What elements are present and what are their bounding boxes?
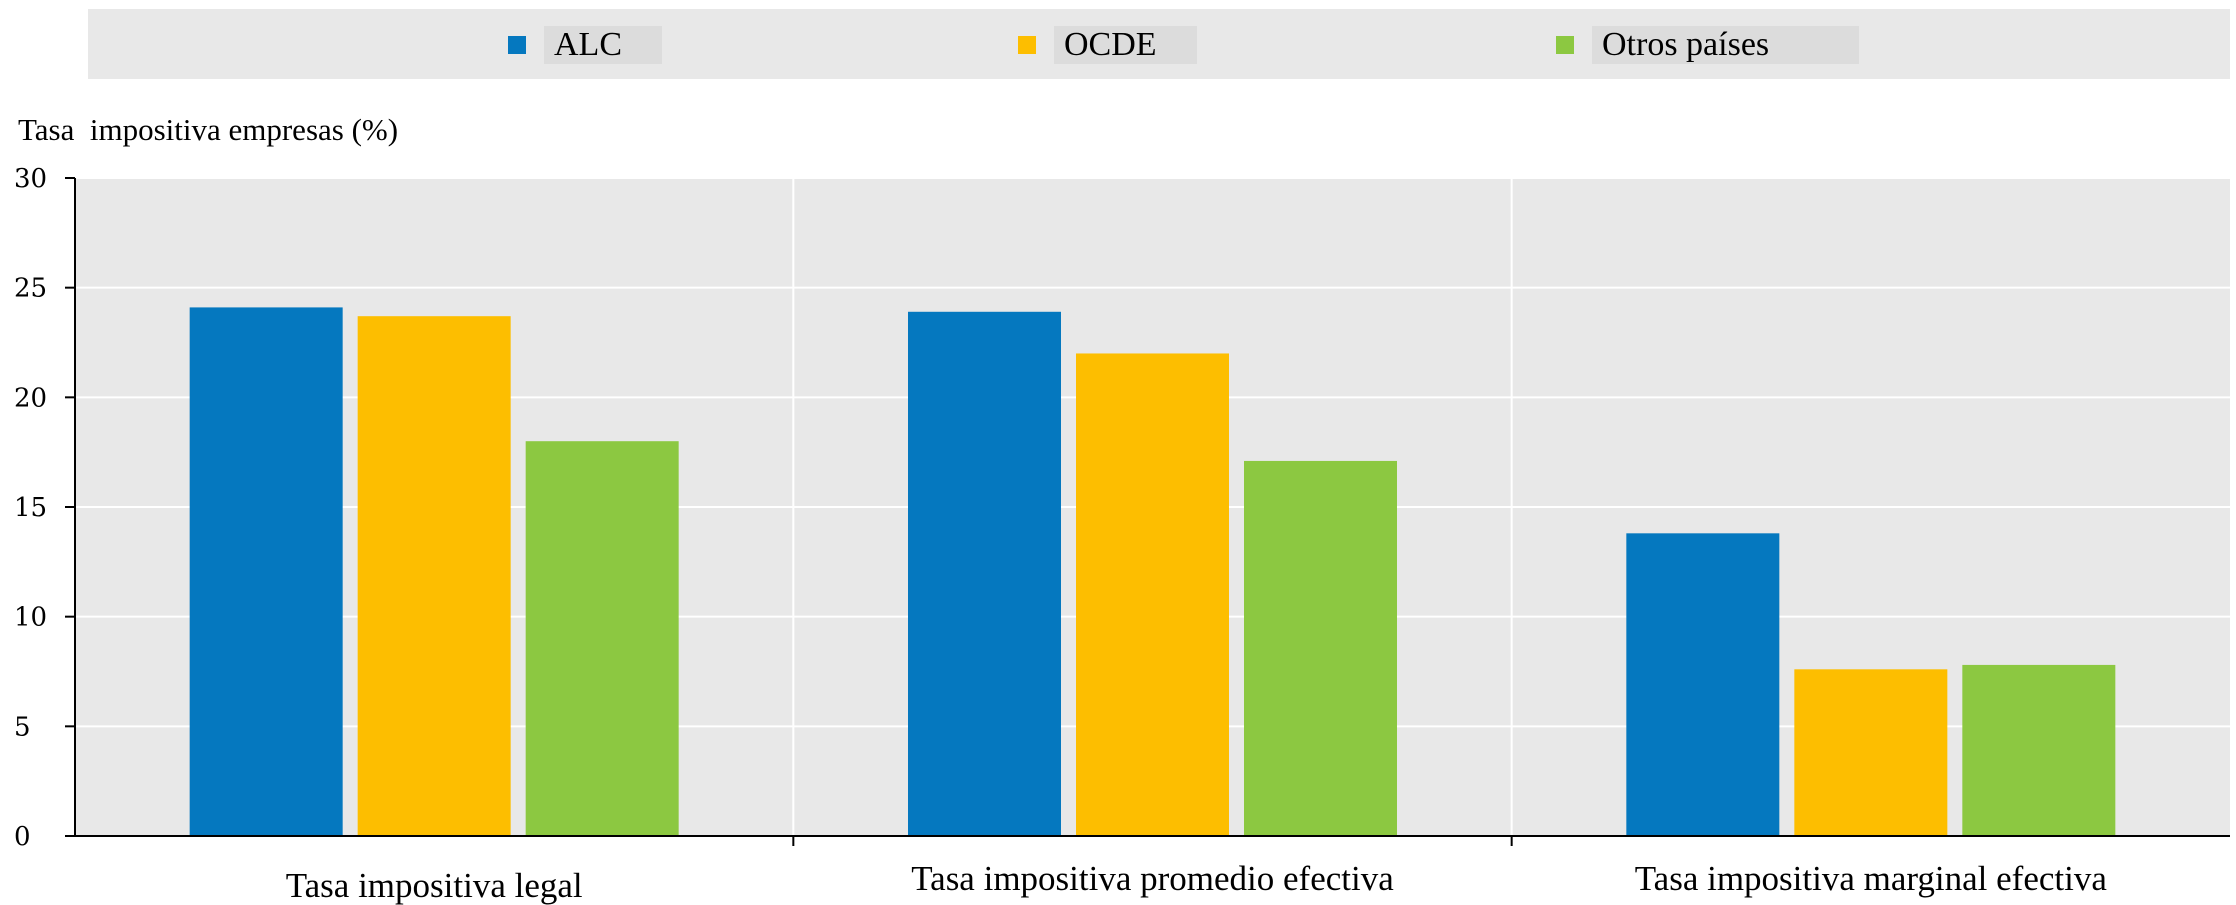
y-tick-label-10: 10	[14, 603, 47, 633]
bar-alc-2	[1626, 533, 1780, 836]
y-tick-label-20: 20	[14, 383, 47, 413]
x-category-label-1: Tasa impositiva promedio efectiva	[911, 859, 1394, 898]
legend-item-ocde: OCDE	[1018, 19, 1197, 71]
bar-alc-1	[908, 311, 1061, 836]
y-tick-label-15: 15	[14, 493, 47, 523]
y-tick-label-5: 5	[14, 712, 31, 742]
legend-label-alc: ALC	[544, 26, 662, 64]
bar-alc-0	[189, 307, 343, 836]
legend-label-otros: Otros países	[1592, 26, 1860, 64]
bar-ocde-0	[357, 316, 511, 836]
legend-swatch-otros	[1556, 36, 1574, 54]
bar-otros-pa-ses-1	[1244, 460, 1397, 836]
chart-legend: ALC OCDE Otros países	[88, 9, 2230, 79]
bar-otros-pa-ses-0	[525, 441, 679, 836]
legend-swatch-alc	[508, 36, 526, 54]
y-axis-label: Tasa impositiva empresas (%)	[18, 112, 399, 147]
legend-item-otros: Otros países	[1556, 19, 1860, 71]
y-tick-label-25: 25	[14, 274, 47, 304]
y-tick-label-0: 0	[14, 822, 31, 852]
legend-label-ocde: OCDE	[1054, 26, 1197, 64]
x-category-label-0: Tasa impositiva legal	[286, 866, 583, 905]
legend-swatch-ocde	[1018, 36, 1036, 54]
y-tick-label-30: 30	[14, 164, 47, 194]
legend-item-alc: ALC	[508, 19, 662, 71]
bar-otros-pa-ses-2	[1962, 664, 2116, 836]
bar-ocde-2	[1794, 669, 1948, 836]
x-category-label-2: Tasa impositiva marginal efectiva	[1635, 859, 2108, 898]
bar-ocde-1	[1076, 353, 1229, 836]
